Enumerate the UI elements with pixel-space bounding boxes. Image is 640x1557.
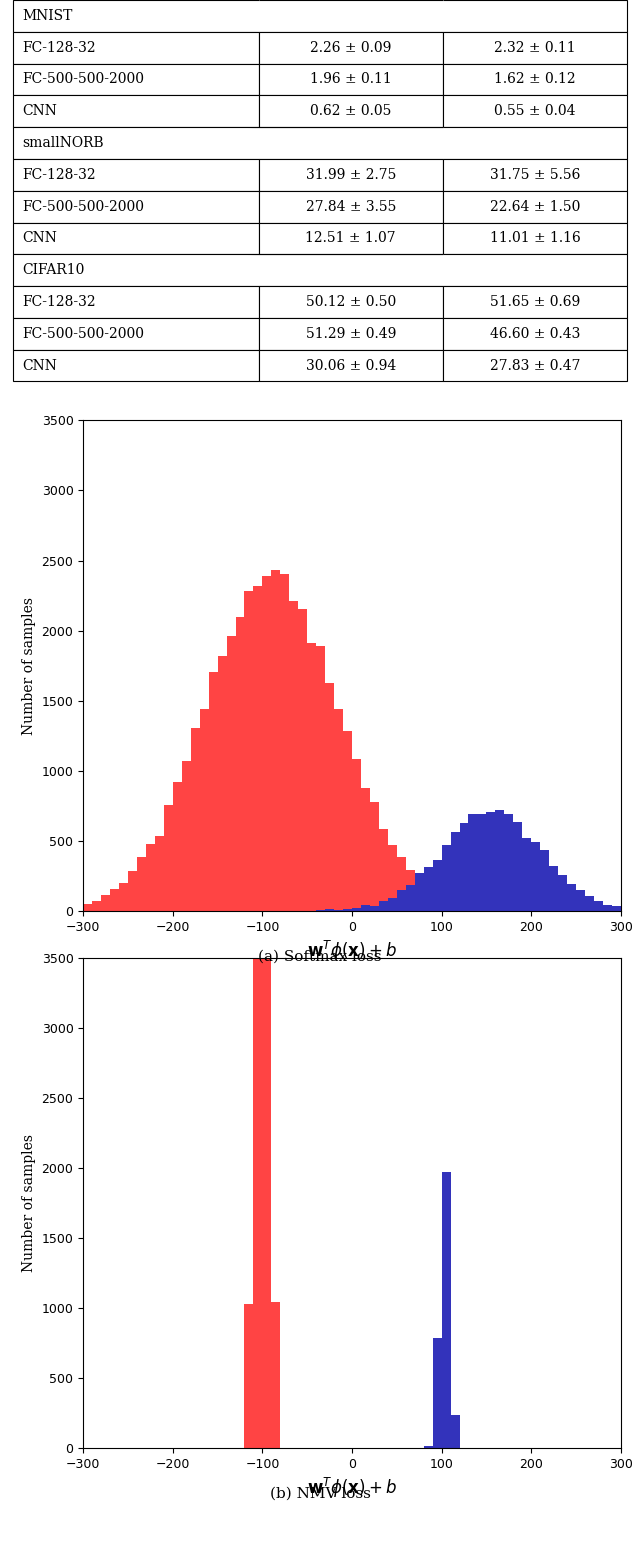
Bar (495, 810, 504, 911)
Y-axis label: Number of samples: Number of samples (22, 1133, 36, 1272)
Bar (415, 873, 424, 911)
Bar (603, 905, 612, 911)
Bar (182, 761, 191, 911)
Bar (271, 1302, 280, 1448)
Bar (406, 884, 415, 911)
Bar (352, 758, 361, 911)
Bar (361, 905, 370, 911)
Bar (522, 838, 531, 911)
Text: (a) Softmax loss: (a) Softmax loss (259, 950, 381, 964)
X-axis label: $\mathbf{w}^T\phi(\mathbf{x})+b$: $\mathbf{w}^T\phi(\mathbf{x})+b$ (307, 1476, 397, 1501)
Bar (379, 902, 388, 911)
Bar (594, 902, 603, 911)
Bar (397, 858, 406, 911)
Bar (83, 903, 92, 911)
Bar (460, 906, 468, 911)
Bar (200, 708, 209, 911)
Bar (567, 884, 576, 911)
Bar (128, 870, 137, 911)
X-axis label: $\mathbf{w}^T\phi(\mathbf{x})+b$: $\mathbf{w}^T\phi(\mathbf{x})+b$ (307, 939, 397, 964)
Bar (227, 637, 236, 911)
Bar (352, 908, 361, 911)
Bar (289, 601, 298, 911)
Bar (244, 592, 253, 911)
Bar (262, 0, 271, 1448)
Bar (209, 671, 218, 911)
Bar (468, 908, 477, 911)
Bar (244, 1305, 253, 1448)
Bar (451, 831, 460, 911)
Bar (173, 782, 182, 911)
Bar (155, 836, 164, 911)
Bar (576, 891, 585, 911)
Bar (271, 570, 280, 911)
Bar (442, 845, 451, 911)
Bar (612, 906, 621, 911)
Bar (442, 900, 451, 911)
Bar (486, 813, 495, 911)
Bar (370, 906, 379, 911)
Bar (343, 730, 352, 911)
Bar (253, 0, 262, 1448)
Bar (424, 1446, 433, 1448)
Bar (146, 844, 155, 911)
Bar (433, 894, 442, 911)
Bar (504, 814, 513, 911)
Bar (325, 682, 334, 911)
Bar (298, 609, 307, 911)
Bar (468, 814, 477, 911)
Bar (92, 902, 101, 911)
Bar (451, 1415, 460, 1448)
Bar (361, 788, 370, 911)
Bar (236, 617, 244, 911)
Bar (110, 889, 119, 911)
Bar (262, 576, 271, 911)
Bar (406, 870, 415, 911)
Bar (379, 828, 388, 911)
Bar (549, 866, 558, 911)
Bar (433, 1339, 442, 1448)
Bar (218, 655, 227, 911)
Bar (101, 895, 110, 911)
Bar (191, 729, 200, 911)
Bar (137, 858, 146, 911)
Bar (388, 845, 397, 911)
Bar (307, 643, 316, 911)
Bar (424, 891, 433, 911)
Bar (280, 575, 289, 911)
Bar (334, 708, 343, 911)
Bar (531, 842, 540, 911)
Bar (433, 859, 442, 911)
Bar (558, 875, 567, 911)
Bar (316, 646, 325, 911)
Bar (370, 802, 379, 911)
Bar (253, 585, 262, 911)
Bar (388, 898, 397, 911)
Bar (513, 822, 522, 911)
Bar (477, 814, 486, 911)
Text: (b) NMV loss: (b) NMV loss (269, 1487, 371, 1501)
Bar (460, 822, 468, 911)
Bar (424, 867, 433, 911)
Bar (585, 895, 594, 911)
Bar (477, 908, 486, 911)
Bar (164, 805, 173, 911)
Bar (415, 881, 424, 911)
Y-axis label: Number of samples: Number of samples (22, 596, 36, 735)
Bar (119, 883, 128, 911)
Bar (451, 903, 460, 911)
Bar (540, 850, 549, 911)
Bar (442, 1172, 451, 1448)
Bar (397, 891, 406, 911)
